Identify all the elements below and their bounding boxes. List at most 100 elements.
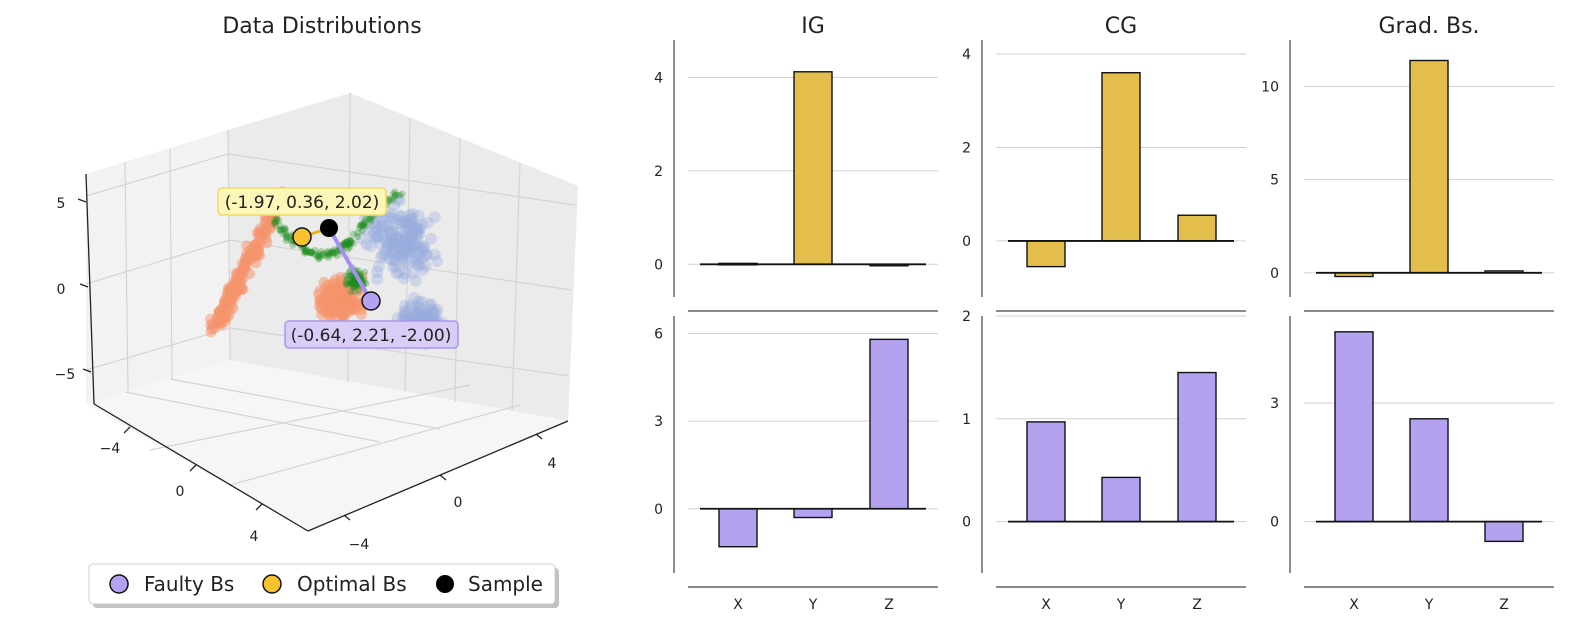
scatter-point-green bbox=[345, 236, 353, 244]
scatter-point-green bbox=[271, 218, 279, 226]
scatter-point-blue bbox=[397, 272, 410, 285]
scatter-point-blue bbox=[410, 223, 423, 236]
scatter-point-green bbox=[357, 222, 365, 230]
scatter-point-green bbox=[272, 221, 280, 229]
scatter-point-green bbox=[327, 249, 335, 257]
scatter-point-blue bbox=[411, 257, 424, 270]
scatter-point-blue bbox=[369, 220, 382, 233]
bar-panel-Grad. Bs.: Grad. Bs.051003X Y Z bbox=[1261, 14, 1554, 613]
scatter-point-blue bbox=[385, 228, 398, 241]
scatter-point-green bbox=[365, 215, 373, 223]
scatter-point-green bbox=[317, 248, 325, 255]
optimal-annotation-label: (-1.97, 0.36, 2.02) bbox=[225, 193, 380, 213]
scatter-point-blue bbox=[394, 225, 407, 238]
scatter-point-blue bbox=[377, 220, 390, 233]
pane-grid bbox=[85, 92, 576, 486]
scatter-point-blue bbox=[423, 303, 435, 316]
scatter-point-blue bbox=[379, 249, 391, 262]
scatter-point-green bbox=[396, 191, 403, 199]
bar-optimal-Y bbox=[793, 71, 833, 265]
scatter-point-green bbox=[304, 248, 312, 256]
scatter-point-blue bbox=[400, 241, 412, 254]
scatter-point-green bbox=[307, 248, 315, 256]
scatter-point-orange bbox=[327, 303, 339, 315]
scatter-point-blue bbox=[360, 223, 372, 236]
scatter-point-green bbox=[343, 275, 351, 283]
y-tick-label: 0 bbox=[962, 515, 971, 531]
scatter-point-blue bbox=[405, 230, 418, 243]
y-tick-label: 2 bbox=[962, 309, 971, 325]
scatter-point-blue bbox=[375, 251, 388, 264]
scatter-point-blue bbox=[405, 301, 418, 314]
scatter-point-blue bbox=[383, 224, 396, 237]
scatter-point-green bbox=[390, 194, 398, 202]
legend-optimal-marker bbox=[262, 574, 282, 594]
scatter-point-blue bbox=[396, 215, 409, 228]
scatter-point-green bbox=[273, 214, 281, 222]
x-tick: −4 bbox=[349, 537, 370, 553]
z-tick: 5 bbox=[57, 196, 66, 212]
scatter-point-green bbox=[342, 278, 350, 286]
scatter-point-green bbox=[354, 233, 362, 241]
scatter-point-blue bbox=[416, 218, 429, 231]
scatter-point-blue bbox=[410, 309, 423, 322]
bar-faulty-X bbox=[1334, 331, 1374, 523]
scatter-point-green bbox=[388, 197, 396, 205]
x-tick-label: X bbox=[733, 597, 743, 613]
scatter-point-green bbox=[333, 252, 341, 260]
scatter-point-blue bbox=[402, 231, 415, 244]
scatter-point-blue bbox=[391, 213, 404, 226]
faulty-connection-line bbox=[327, 227, 373, 302]
pane-left bbox=[86, 130, 230, 404]
scatter-point-green bbox=[347, 288, 355, 295]
scatter-point-green bbox=[345, 269, 353, 277]
scatter-point-green bbox=[344, 241, 352, 249]
scatter-point-blue bbox=[430, 306, 443, 319]
scatter-point-blue bbox=[415, 311, 428, 324]
series-faulty: 0 3 6 bbox=[654, 316, 938, 588]
scatter-point-blue bbox=[377, 231, 390, 244]
scatter-point-blue bbox=[364, 240, 377, 253]
x-tick-label: X bbox=[1349, 597, 1359, 613]
bar-faulty-Z bbox=[869, 338, 909, 510]
scatter-point-blue bbox=[406, 219, 419, 232]
scatter-point-green bbox=[351, 281, 359, 289]
scatter-point-green bbox=[282, 233, 290, 241]
scatter-point-green bbox=[349, 239, 357, 247]
scatter-point-blue bbox=[419, 259, 432, 272]
scatter-point-green bbox=[342, 238, 350, 246]
scatter-point-green bbox=[391, 188, 399, 196]
scatter-point-blue bbox=[415, 309, 428, 322]
bar-faulty-Z bbox=[1484, 520, 1524, 543]
scatter-point-blue bbox=[389, 260, 402, 273]
scatter-point-blue bbox=[383, 252, 396, 265]
scatter-point-blue bbox=[405, 231, 418, 244]
scatter-point-green bbox=[342, 272, 350, 280]
scatter-point-blue bbox=[398, 235, 411, 248]
legend: Faulty Bs Optimal Bs Sample bbox=[88, 563, 559, 608]
optimal-bs-marker bbox=[292, 227, 312, 247]
scatter-point-blue bbox=[391, 192, 404, 205]
bar-optimal-Y bbox=[1101, 72, 1141, 242]
scatter-point-orange bbox=[247, 241, 259, 253]
scatter-point-green bbox=[324, 250, 332, 258]
scatter-point-green bbox=[346, 238, 354, 245]
scatter-point-green bbox=[349, 277, 357, 285]
scatter-point-green bbox=[331, 249, 339, 257]
scatter-point-blue bbox=[385, 234, 398, 246]
bar-faulty-X bbox=[1026, 421, 1066, 523]
scatter-point-blue bbox=[388, 237, 401, 250]
scatter-point-green bbox=[349, 279, 357, 287]
scatter-point-green bbox=[347, 237, 355, 245]
scatter-point-blue bbox=[405, 246, 418, 259]
scatter-point-blue bbox=[413, 310, 426, 323]
scatter-cloud-orange bbox=[205, 186, 369, 338]
y-tick-label: 4 bbox=[962, 47, 971, 63]
scatter-point-blue bbox=[375, 221, 388, 234]
scatter-point-green bbox=[301, 247, 309, 255]
scatter-point-orange bbox=[317, 293, 329, 305]
scatter-point-green bbox=[301, 249, 309, 257]
scatter-point-blue bbox=[413, 228, 426, 240]
bar-panel-IG: IG 0 2 4 0 3 6 X Y Z bbox=[654, 14, 938, 613]
